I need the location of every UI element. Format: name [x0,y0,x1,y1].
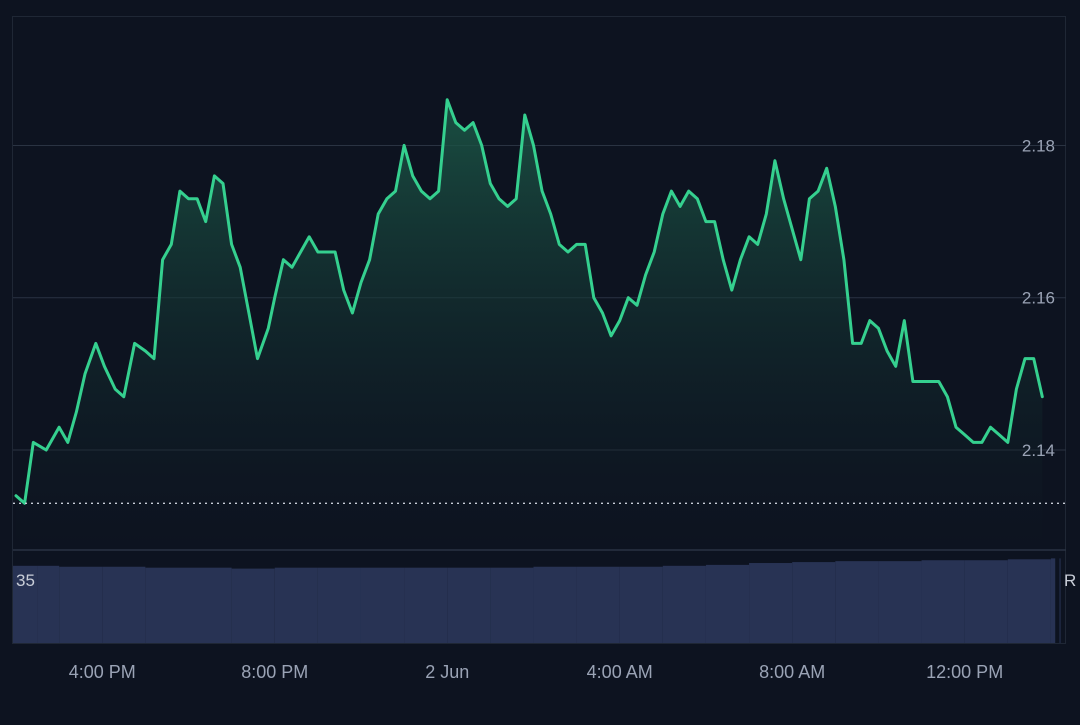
volume-bar [59,566,103,643]
volume-label: 35 [16,571,35,590]
y-tick-label: 2.14 [1022,441,1055,460]
x-tick-label: 12:00 PM [926,662,1003,682]
volume-bar [619,566,663,643]
volume-bar [1007,559,1051,643]
volume-bar [231,568,275,643]
volume-bar [188,567,232,643]
volume-bar [749,563,793,643]
volume-bar [964,560,1008,643]
y-tick-label: 2.18 [1022,136,1055,155]
volume-bar [878,561,922,643]
volume-bar [533,566,577,643]
volume-bar [792,562,836,643]
x-axis: 4:00 PM 8:00 PM 2 Jun 4:00 AM 8:00 AM 12:00 P… [69,662,1003,682]
volume-bar [360,567,405,643]
y-axis: 2.14 2.16 2.18 [1022,136,1055,460]
volume-bar [490,567,534,643]
x-tick-label: 8:00 AM [759,662,825,682]
price-area-fill [16,99,1043,550]
volume-bar [102,566,146,643]
volume-bar [705,564,750,643]
y-tick-label: 2.16 [1022,289,1055,308]
volume-bar [404,567,448,643]
volume-right-label: R [1064,571,1076,590]
volume-bar [145,567,189,643]
price-line [14,98,1044,505]
volume-bar [576,566,620,643]
volume-bar [835,561,879,643]
x-tick-label: 8:00 PM [241,662,308,682]
x-tick-label: 4:00 PM [69,662,136,682]
volume-bar [274,567,318,643]
volume-bar [921,560,965,643]
chart-border [12,16,1066,644]
volume-bar [1059,558,1061,643]
price-area [14,98,1044,550]
volume-bar [447,567,491,643]
volume-bar [317,567,361,643]
x-tick-label: 2 Jun [425,662,469,682]
volume-bar [662,565,706,643]
volume-pane [13,558,1061,643]
volume-bar [13,565,38,643]
x-tick-label: 4:00 AM [587,662,653,682]
volume-bar [37,565,60,643]
volume-bar [1050,558,1056,643]
